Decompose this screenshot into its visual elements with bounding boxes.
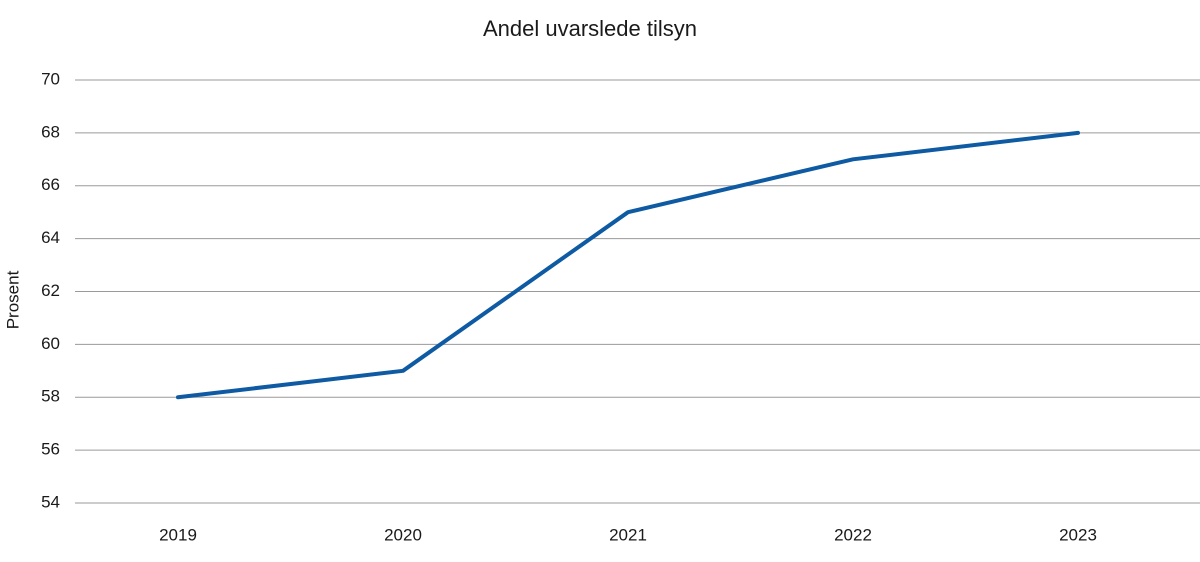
x-tick-label: 2023	[1059, 525, 1097, 544]
y-tick-label: 70	[41, 69, 60, 88]
x-tick-label: 2020	[384, 525, 422, 544]
chart-title: Andel uvarslede tilsyn	[483, 16, 697, 41]
y-tick-label: 56	[41, 440, 60, 459]
x-tick-label: 2022	[834, 525, 872, 544]
data-line	[176, 130, 1080, 400]
x-tick-label: 2019	[159, 525, 197, 544]
y-tick-label: 58	[41, 387, 60, 406]
y-axis-label: Prosent	[3, 270, 22, 329]
y-tick-label: 68	[41, 122, 60, 141]
y-tick-label: 66	[41, 175, 60, 194]
y-tick-label: 60	[41, 334, 60, 353]
y-tick-label: 64	[41, 228, 60, 247]
x-tick-label: 2021	[609, 525, 647, 544]
y-tick-label: 54	[41, 492, 60, 511]
y-tick-label: 62	[41, 281, 60, 300]
